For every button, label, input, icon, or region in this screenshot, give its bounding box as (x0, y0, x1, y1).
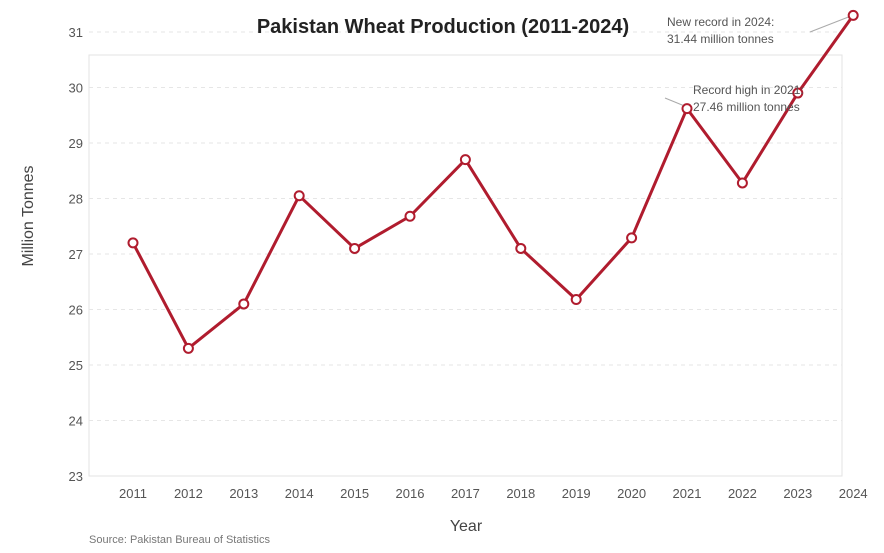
annotation-0-line-1: 27.46 million tonnes (693, 100, 800, 114)
annotation-texts: Record high in 2021: 27.46 million tonnes… (667, 15, 804, 114)
data-point-2022 (736, 177, 748, 189)
y-axis-title: Million Tonnes (20, 165, 37, 266)
y-tick-label-31: 31 (69, 25, 83, 40)
x-tick-label-2021: 2021 (673, 486, 702, 501)
source-note: Source: Pakistan Bureau of Statistics (89, 534, 270, 546)
x-tick-label-2023: 2023 (783, 486, 812, 501)
data-point-2018 (515, 242, 527, 254)
x-tick-label-2016: 2016 (396, 486, 425, 501)
data-point-2020 (626, 232, 638, 244)
x-tick-label-2014: 2014 (285, 486, 314, 501)
data-point-2021 (681, 103, 693, 115)
x-tick-label-2017: 2017 (451, 486, 480, 501)
x-tick-label-2020: 2020 (617, 486, 646, 501)
data-point-2012 (182, 342, 194, 354)
chart-title: Pakistan Wheat Production (2011-2024) (257, 16, 629, 38)
data-point-2016 (404, 210, 416, 222)
y-tick-label-25: 25 (69, 358, 83, 373)
x-tick-label-2019: 2019 (562, 486, 591, 501)
y-tick-label-27: 27 (69, 247, 83, 262)
grid-lines (89, 31, 842, 421)
annotation-leader-1 (809, 15, 852, 33)
annotation-0-line-0: Record high in 2021: (693, 83, 804, 97)
data-point-2013 (238, 298, 250, 310)
x-tick-label-2022: 2022 (728, 486, 757, 501)
y-tick-labels: 23 24 25 26 27 28 29 30 31 (69, 25, 83, 484)
x-tick-label-2012: 2012 (174, 486, 203, 501)
data-point-2015 (349, 242, 361, 254)
y-tick-label-26: 26 (69, 303, 83, 318)
x-axis-title: Year (450, 518, 483, 535)
x-tick-label-2024: 2024 (839, 486, 868, 501)
y-tick-label-24: 24 (69, 414, 83, 429)
data-point-2011 (127, 237, 139, 249)
data-point-2024 (847, 9, 859, 21)
x-tick-labels: 2011 2012 2013 2014 2015 2016 2017 2018 2019 2020… (119, 486, 868, 501)
annotation-1-line-1: 31.44 million tonnes (667, 32, 774, 46)
x-tick-label-2013: 2013 (229, 486, 258, 501)
y-tick-label-30: 30 (69, 81, 83, 96)
y-tick-label-23: 23 (69, 469, 83, 484)
data-point-2014 (293, 190, 305, 202)
y-tick-label-29: 29 (69, 136, 83, 151)
x-tick-label-2011: 2011 (119, 486, 147, 501)
plot-area-border (88, 54, 843, 477)
x-tick-label-2015: 2015 (340, 486, 369, 501)
series-line-0 (131, 14, 855, 350)
data-point-2017 (459, 154, 471, 166)
data-point-2019 (570, 294, 582, 306)
x-tick-label-2018: 2018 (506, 486, 535, 501)
annotation-1-line-0: New record in 2024: (667, 15, 774, 29)
data-point-2023 (792, 87, 804, 99)
series-layer (127, 9, 859, 354)
y-tick-label-28: 28 (69, 192, 83, 207)
